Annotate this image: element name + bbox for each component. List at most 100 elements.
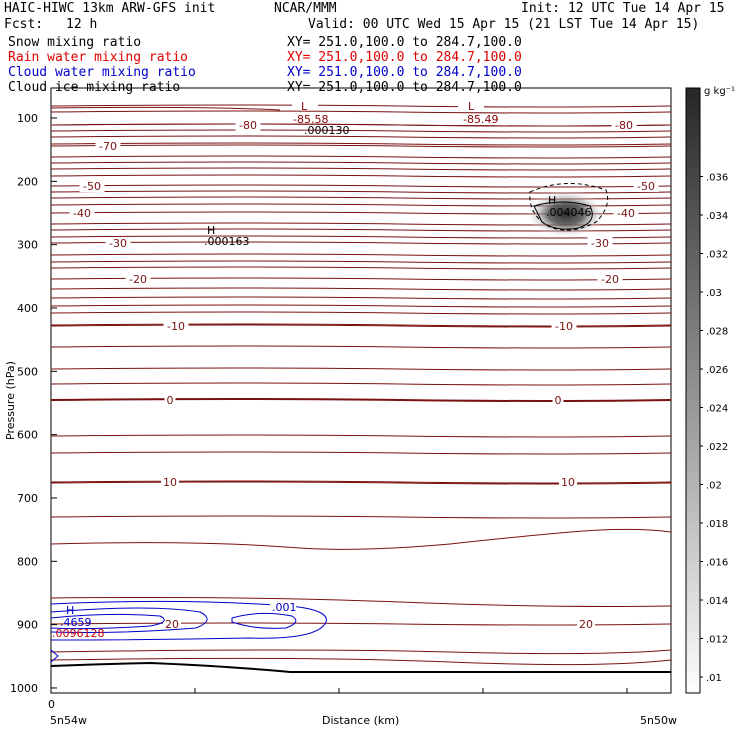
contour-label: -10: [555, 320, 573, 333]
colorbar-tick-label: .018: [706, 519, 728, 530]
colorbar-swatch: [686, 188, 700, 200]
contour-label: -30: [591, 237, 609, 250]
colorbar-swatch: [686, 481, 700, 492]
colorbar-swatch: [686, 602, 700, 613]
colorbar-swatch: [686, 108, 700, 119]
high-marker: H: [66, 604, 74, 617]
contour-label-bg: [105, 237, 131, 249]
contour-label-bg: [552, 394, 564, 406]
colorbar-swatch: [686, 572, 700, 583]
isotherm: [50, 597, 672, 607]
x-right-label: 5n50w: [640, 714, 677, 727]
contour-label: -50: [637, 180, 655, 193]
colorbar-swatch: [686, 330, 700, 341]
low-marker: L: [301, 100, 308, 113]
high-marker: H: [207, 224, 215, 237]
contour-label: 20: [579, 618, 593, 631]
contour-label-bg: [69, 207, 95, 219]
colorbar-swatch: [686, 461, 700, 472]
y-axis-ticks: 100 200 300 400 500 600 700 800 900 1000: [10, 112, 57, 695]
colorbar-swatch: [686, 410, 700, 422]
isotherm: [50, 515, 672, 519]
y-tick-label: 300: [17, 239, 38, 252]
isotherm: [50, 110, 672, 114]
extrema-labels: L -85.58 .000130 L -85.49 H .000163 H .0…: [52, 98, 592, 640]
colorbar-swatch: [686, 98, 700, 109]
colorbar-swatch: [686, 309, 700, 321]
chart-title: HAIC-HIWC 13km ARW-GFS init: [4, 1, 216, 16]
low-value: -85.49: [463, 113, 498, 126]
contour-label-bg: [587, 237, 613, 249]
y-tick-label: 800: [17, 555, 38, 568]
contour-label: -20: [129, 273, 147, 286]
colorbar-swatch: [686, 118, 700, 129]
high-marker: H: [548, 194, 556, 207]
contour-label-bg: [611, 119, 637, 131]
contour-label-bg: [95, 140, 121, 152]
colorbar-swatch: [686, 531, 700, 543]
high-value: .004046: [546, 206, 592, 219]
colorbar-swatch: [686, 390, 700, 402]
forecast-hour: 12 h: [66, 17, 98, 32]
colorbar-swatch: [686, 471, 700, 482]
isotherm: [50, 106, 281, 111]
x-left-label: 5n54w: [50, 714, 87, 727]
field-xy-snow: XY= 251.0,100.0 to 284.7,100.0: [287, 35, 522, 50]
isotherm: [50, 161, 672, 165]
x-axis-ticks: [50, 688, 628, 693]
contour-label: -30: [109, 237, 127, 250]
contour-label-bg: [163, 320, 189, 332]
colorbar-tick-label: .014: [706, 596, 728, 607]
low-value: -85.58: [293, 113, 328, 126]
colorbar-frame: [685, 87, 701, 694]
colorbar: .01 .012 .014 .016 .018 .02 .022 .024 .026 .028 .0…: [685, 87, 728, 694]
colorbar-unit: g kg⁻¹: [704, 86, 735, 97]
y-axis-label: Pressure (hPa): [4, 361, 17, 440]
isotherm: [50, 253, 672, 257]
y-tick-label: 500: [17, 365, 38, 378]
colorbar-swatch: [686, 662, 700, 674]
isotherm: [50, 123, 672, 127]
colorbar-tick-label: .032: [706, 250, 728, 261]
colorbar-swatch: [686, 128, 700, 139]
colorbar-tick-label: .01: [706, 673, 722, 684]
colorbar-swatch: [686, 269, 700, 281]
colorbar-tick-label: .028: [706, 327, 728, 338]
isotherm: [50, 657, 672, 666]
contour-label-bg: [613, 207, 639, 219]
colorbar-swatch: [686, 148, 700, 160]
y-tick-label: 200: [17, 175, 38, 188]
colorbar-tick-label: .024: [706, 404, 728, 415]
isotherm: [50, 528, 672, 550]
colorbar-swatch: [686, 612, 700, 623]
contour-label: 10: [163, 476, 177, 489]
low-marker: L: [468, 100, 475, 113]
org-label: NCAR/MMM: [274, 1, 337, 16]
colorbar-swatch: [686, 138, 700, 149]
colorbar-swatch: [686, 279, 700, 291]
colorbar-swatch: [686, 319, 700, 331]
contour-label-bg: [163, 618, 181, 630]
colorbar-swatch: [686, 642, 700, 654]
colorbar-swatch: [686, 632, 700, 644]
contour-label-bg: [125, 273, 151, 285]
isotherm: [50, 434, 672, 438]
cloud-water-contours: [50, 600, 327, 663]
contour-label-bg: [161, 476, 179, 488]
colorbar-swatch: [686, 158, 700, 170]
colorbar-tick-label: .03: [706, 288, 722, 299]
colorbar-swatch: [686, 340, 700, 351]
colorbar-swatch: [686, 541, 700, 553]
contour-label: -40: [73, 207, 91, 220]
colorbar-tick-label: .034: [706, 211, 728, 222]
colorbar-swatch: [686, 592, 700, 603]
colorbar-swatch: [686, 672, 700, 684]
isotherm: [50, 135, 672, 139]
y-tick-label: 1000: [10, 682, 38, 695]
contour-label-bg: [551, 320, 577, 332]
snow-contour: [533, 201, 593, 230]
colorbar-swatch: [686, 652, 700, 664]
isotherm: [50, 277, 672, 281]
colorbar-swatch: [686, 209, 700, 220]
high-value: .0096128: [52, 627, 105, 640]
